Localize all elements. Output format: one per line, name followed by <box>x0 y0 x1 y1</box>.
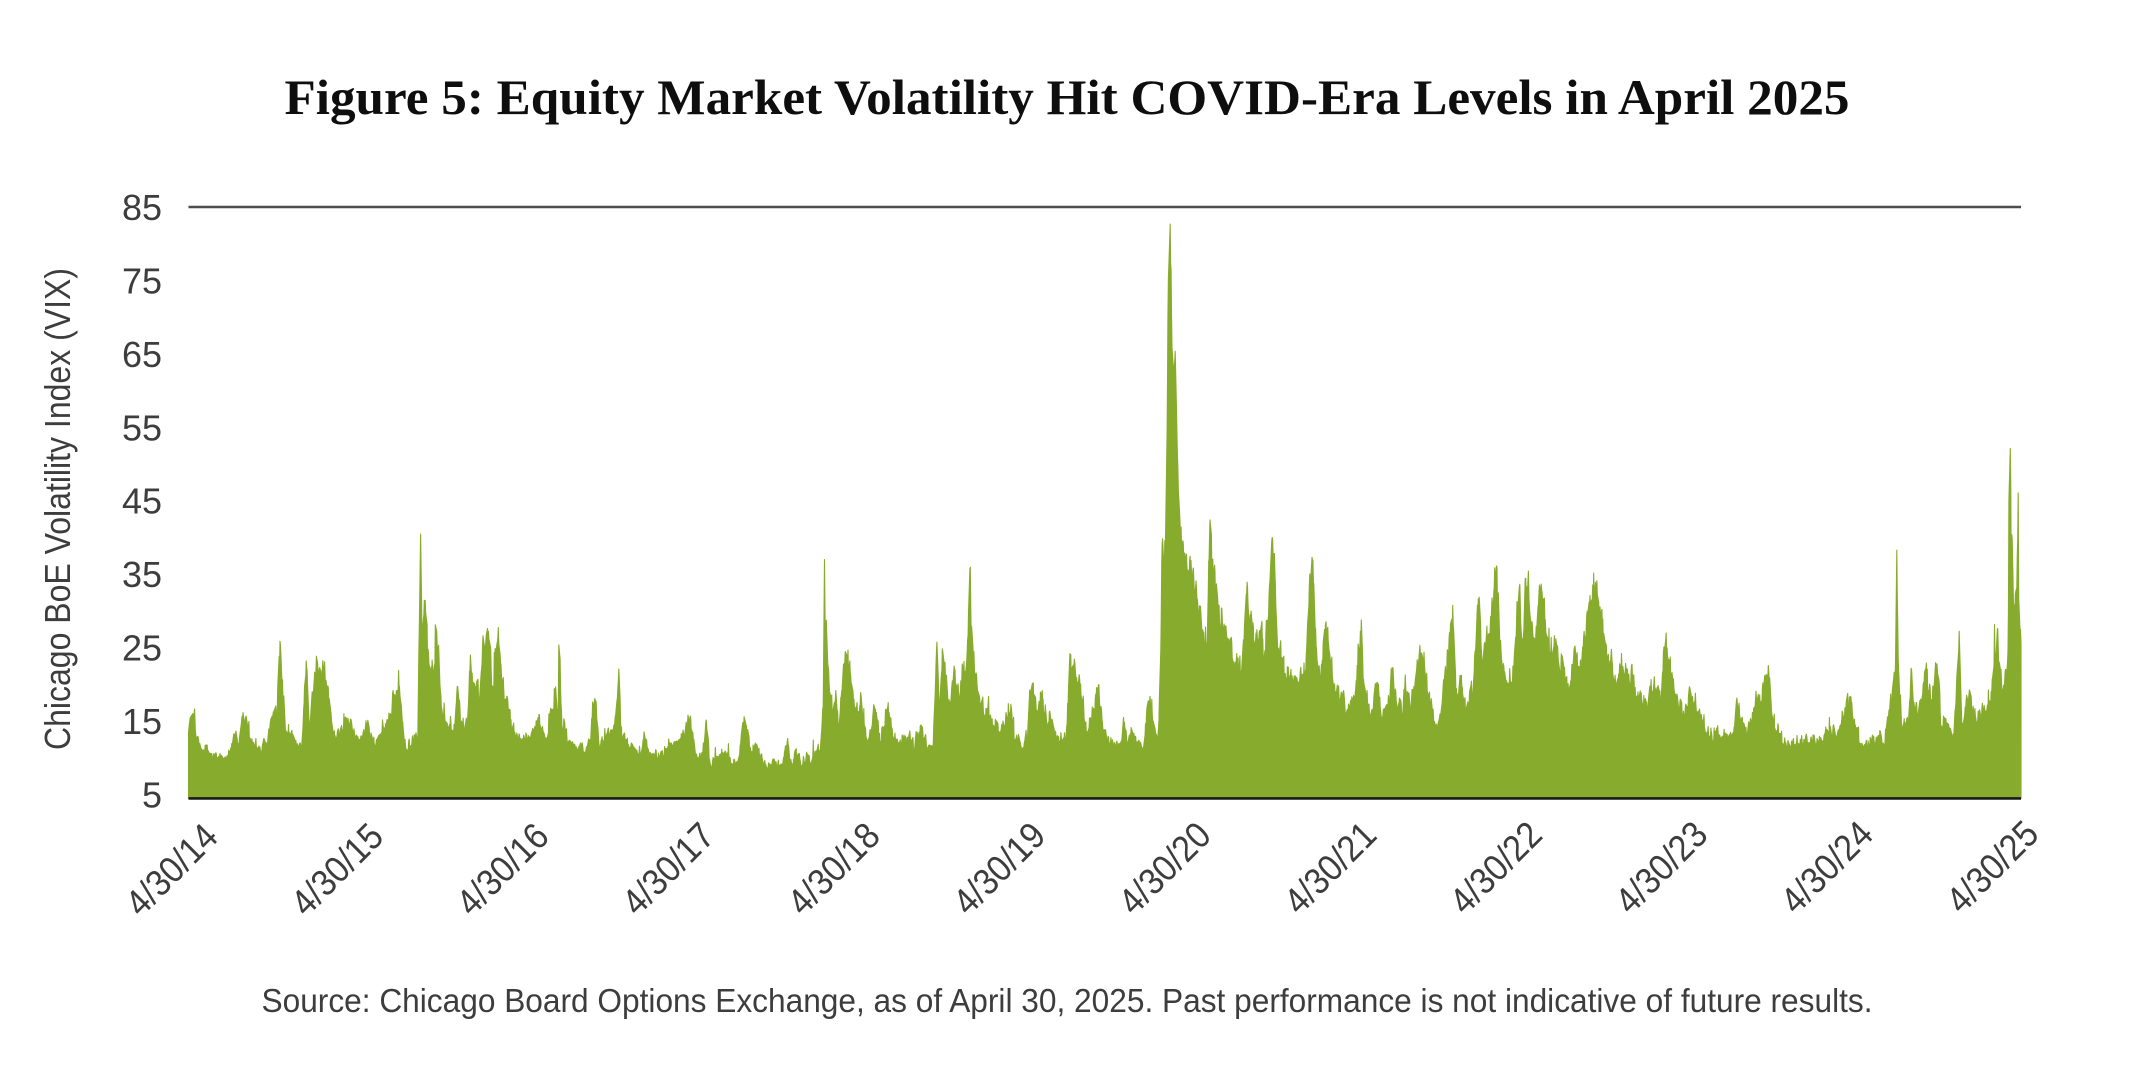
svg-text:Source: Chicago Board Options: Source: Chicago Board Options Exchange, … <box>262 982 1873 1019</box>
svg-text:Chicago BoE Volatility Index (: Chicago BoE Volatility Index (VIX) <box>37 268 78 750</box>
svg-text:65: 65 <box>122 334 162 375</box>
svg-text:Figure 5: Equity Market Volati: Figure 5: Equity Market Volatility Hit C… <box>285 69 1850 125</box>
svg-text:15: 15 <box>122 701 162 742</box>
svg-text:55: 55 <box>122 407 162 448</box>
svg-text:25: 25 <box>122 628 162 669</box>
svg-text:35: 35 <box>122 554 162 595</box>
svg-text:75: 75 <box>122 261 162 302</box>
svg-text:85: 85 <box>122 187 162 228</box>
svg-text:45: 45 <box>122 481 162 522</box>
svg-text:5: 5 <box>142 774 162 815</box>
